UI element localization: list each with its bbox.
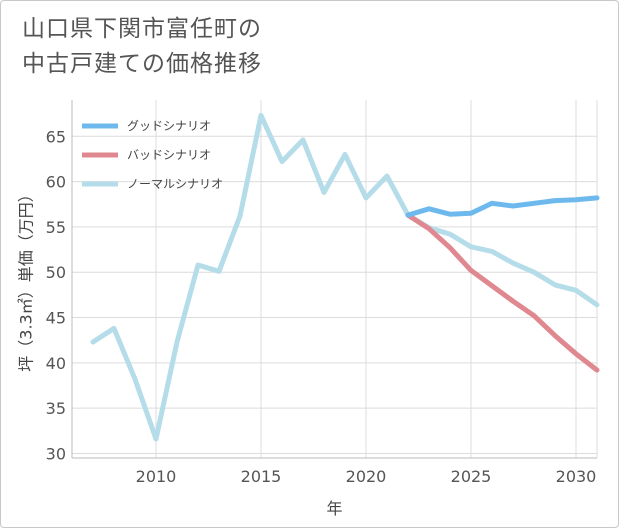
series-layer: [90, 112, 600, 442]
chart-title-line-2: 中古戸建ての価格推移: [22, 51, 262, 77]
legend-label-0: グッドシナリオ: [127, 119, 211, 133]
chart-title-line-1: 山口県下関市富任町の: [22, 16, 262, 42]
series-line-0: [405, 195, 600, 218]
x-tick-label: 2010: [136, 467, 177, 486]
y-tick-label: 50: [46, 263, 66, 282]
y-tick-label: 40: [46, 354, 66, 373]
y-tick-label: 65: [46, 127, 66, 146]
legend-label-1: バッドシナリオ: [127, 148, 211, 162]
y-axis-label: 坪（3.3㎡）単価（万円）: [17, 186, 36, 371]
series-line-2: [90, 112, 600, 442]
tick-labels: 2010 2015 2020 2025 2030 30 35 40 45 50 55 60 65: [46, 127, 597, 486]
y-tick-label: 35: [46, 399, 66, 418]
y-tick-label: 30: [46, 444, 66, 463]
chart-title: 山口県下関市富任町の 中古戸建ての価格推移: [22, 12, 262, 82]
x-axis-label: 年: [326, 499, 342, 518]
grid: [71, 100, 598, 459]
x-tick-label: 2015: [241, 467, 282, 486]
legend-label-2: ノーマルシナリオ: [127, 177, 223, 191]
x-tick-label: 2025: [451, 467, 492, 486]
y-tick-label: 45: [46, 309, 66, 328]
x-tick-label: 2020: [346, 467, 387, 486]
y-tick-label: 55: [46, 218, 66, 237]
series-line-1: [405, 212, 600, 373]
x-tick-label: 2030: [556, 467, 597, 486]
y-tick-label: 60: [46, 173, 66, 192]
